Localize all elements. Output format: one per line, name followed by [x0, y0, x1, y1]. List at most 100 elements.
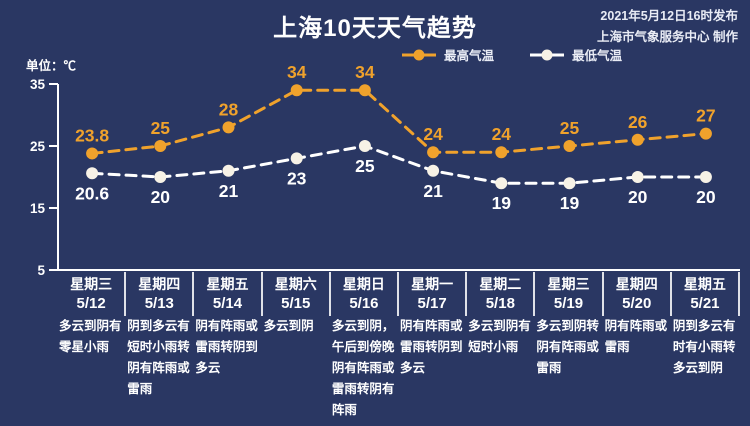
low-temp-value: 19 — [560, 193, 580, 213]
high-temp-point — [495, 146, 508, 159]
high-temp-value: 26 — [628, 112, 648, 132]
date-label: 5/18 — [485, 295, 515, 312]
low-temp-value: 25 — [355, 156, 375, 176]
low-temp-point — [427, 164, 440, 177]
weekday-label: 星期日 — [342, 276, 385, 292]
low-temp-value: 21 — [219, 181, 239, 201]
legend-label-low: 最低气温 — [572, 49, 623, 63]
high-temp-point — [631, 133, 644, 146]
issue-time: 2021年5月12日16时发布 — [600, 9, 738, 23]
weekday-label: 星期三 — [70, 276, 113, 292]
weekday-label: 星期四 — [138, 276, 181, 292]
low-temp-value: 20 — [151, 187, 171, 207]
low-temp-point — [154, 171, 167, 183]
high-temp-point — [290, 84, 303, 97]
legend-item-low: 最低气温 — [530, 45, 622, 64]
low-temp-point — [222, 164, 235, 177]
low-temp-point — [495, 177, 508, 190]
forecast-description: 阴有阵雨或雷雨转阴到多云 — [195, 319, 258, 375]
low-temp-value: 19 — [492, 193, 512, 213]
high-temp-point — [222, 121, 235, 134]
date-label: 5/16 — [349, 295, 379, 312]
day-column: 星期五 5/14 — [192, 272, 260, 316]
issuer: 上海市气象服务中心 制作 — [597, 30, 738, 44]
weekday-label: 星期二 — [479, 276, 522, 292]
day-column: 星期二 5/18 — [465, 272, 533, 316]
date-label: 5/21 — [690, 295, 720, 312]
issue-info: 2021年5月12日16时发布 上海市气象服务中心 制作 — [597, 6, 738, 48]
high-temp-value: 24 — [492, 124, 512, 144]
unit-label: 单位：℃ — [26, 59, 77, 73]
high-temp-point — [427, 146, 440, 159]
high-temp-point — [86, 147, 99, 160]
forecast-description: 多云到阴有短时小雨 — [468, 319, 531, 354]
date-label: 5/19 — [553, 295, 584, 312]
forecast-description: 多云到阴转阴有阵雨或雷雨 — [536, 319, 599, 375]
high-temp-value: 28 — [219, 99, 239, 119]
low-temp-point — [631, 171, 644, 183]
high-temp-point — [358, 84, 371, 97]
forecast-description: 多云到阴有零星小雨 — [59, 319, 122, 354]
y-axis-tick-label: 35 — [30, 77, 46, 92]
high-temp-line — [90, 88, 708, 155]
day-column: 星期六 5/15 — [260, 272, 329, 316]
weekday-label: 星期五 — [683, 276, 726, 292]
legend-label-high: 最高气温 — [444, 49, 495, 63]
date-label: 5/13 — [144, 295, 174, 312]
day-column: 星期三 5/12 — [58, 272, 124, 316]
date-label: 5/14 — [212, 295, 243, 312]
low-temp-value: 20 — [628, 187, 648, 207]
high-temp-marker-icon — [402, 49, 436, 60]
weekday-label: 星期一 — [411, 276, 454, 292]
date-label: 5/15 — [281, 295, 311, 312]
low-temp-value: 20.6 — [75, 183, 109, 203]
weekday-label: 星期三 — [547, 276, 590, 292]
high-temp-value: 27 — [696, 106, 715, 126]
date-label: 5/12 — [76, 295, 106, 312]
legend: 最高气温 最低气温 — [402, 45, 622, 64]
high-temp-value: 34 — [355, 62, 375, 82]
high-temp-point — [154, 140, 167, 152]
forecast-description: 阴到多云有时有小雨转多云到阴 — [672, 319, 736, 375]
low-temp-point — [358, 140, 371, 152]
page-title: 上海10天天气趋势 — [273, 15, 477, 42]
forecast-description: 阴有阵雨或雷雨 — [604, 319, 668, 354]
weekday-label: 星期四 — [615, 276, 658, 292]
high-temp-value: 24 — [423, 124, 443, 144]
low-temp-value: 23 — [287, 168, 307, 188]
low-temp-value: 21 — [423, 181, 443, 201]
low-temp-point — [563, 177, 576, 190]
low-temp-point — [699, 171, 712, 183]
forecast-description-row: 多云到阴有零星小雨 阴到多云有短时小雨转阴有阵雨或雷雨 阴有阵雨或雷雨转阴到多云 多云… — [58, 316, 740, 421]
low-temp-line — [90, 144, 708, 185]
low-temp-point — [290, 152, 303, 165]
day-column: 星期日 5/16 — [328, 272, 397, 316]
weekday-label: 星期六 — [274, 276, 317, 292]
high-temp-value: 34 — [287, 62, 307, 82]
low-temp-point — [86, 167, 99, 180]
forecast-description: 多云到阴 — [263, 319, 314, 333]
y-axis-tick-label: 5 — [37, 263, 45, 278]
day-header-row: 星期三 5/12 星期四 5/13 星期五 5/14 星期六 5/15 星期日 5/16 星期一 5/… — [58, 272, 740, 316]
date-label: 5/20 — [622, 295, 652, 312]
low-temp-marker-icon — [530, 49, 565, 60]
forecast-description: 阴有阵雨或雷雨转阴到多云 — [400, 319, 463, 375]
low-temp-value: 20 — [696, 187, 716, 207]
forecast-description: 阴到多云有短时小雨转阴有阵雨或雷雨 — [127, 319, 190, 396]
high-temp-value: 25 — [151, 118, 171, 138]
y-axis-tick-label: 25 — [30, 139, 46, 154]
weekday-label: 星期五 — [206, 276, 249, 292]
date-label: 5/17 — [417, 295, 447, 312]
day-column: 星期三 5/19 — [533, 272, 601, 316]
legend-item-high: 最高气温 — [402, 45, 494, 64]
day-column: 星期四 5/13 — [124, 272, 192, 316]
day-column: 星期一 5/17 — [397, 272, 465, 316]
high-temp-value: 25 — [560, 118, 580, 138]
y-axis-tick-label: 15 — [30, 201, 46, 216]
high-temp-value: 23.8 — [75, 125, 109, 145]
forecast-description: 多云到阴，午后到傍晚阴有阵雨或雷雨转阴有阵雨 — [331, 319, 395, 417]
day-column: 星期四 5/20 — [601, 272, 670, 316]
high-temp-point — [699, 127, 712, 140]
